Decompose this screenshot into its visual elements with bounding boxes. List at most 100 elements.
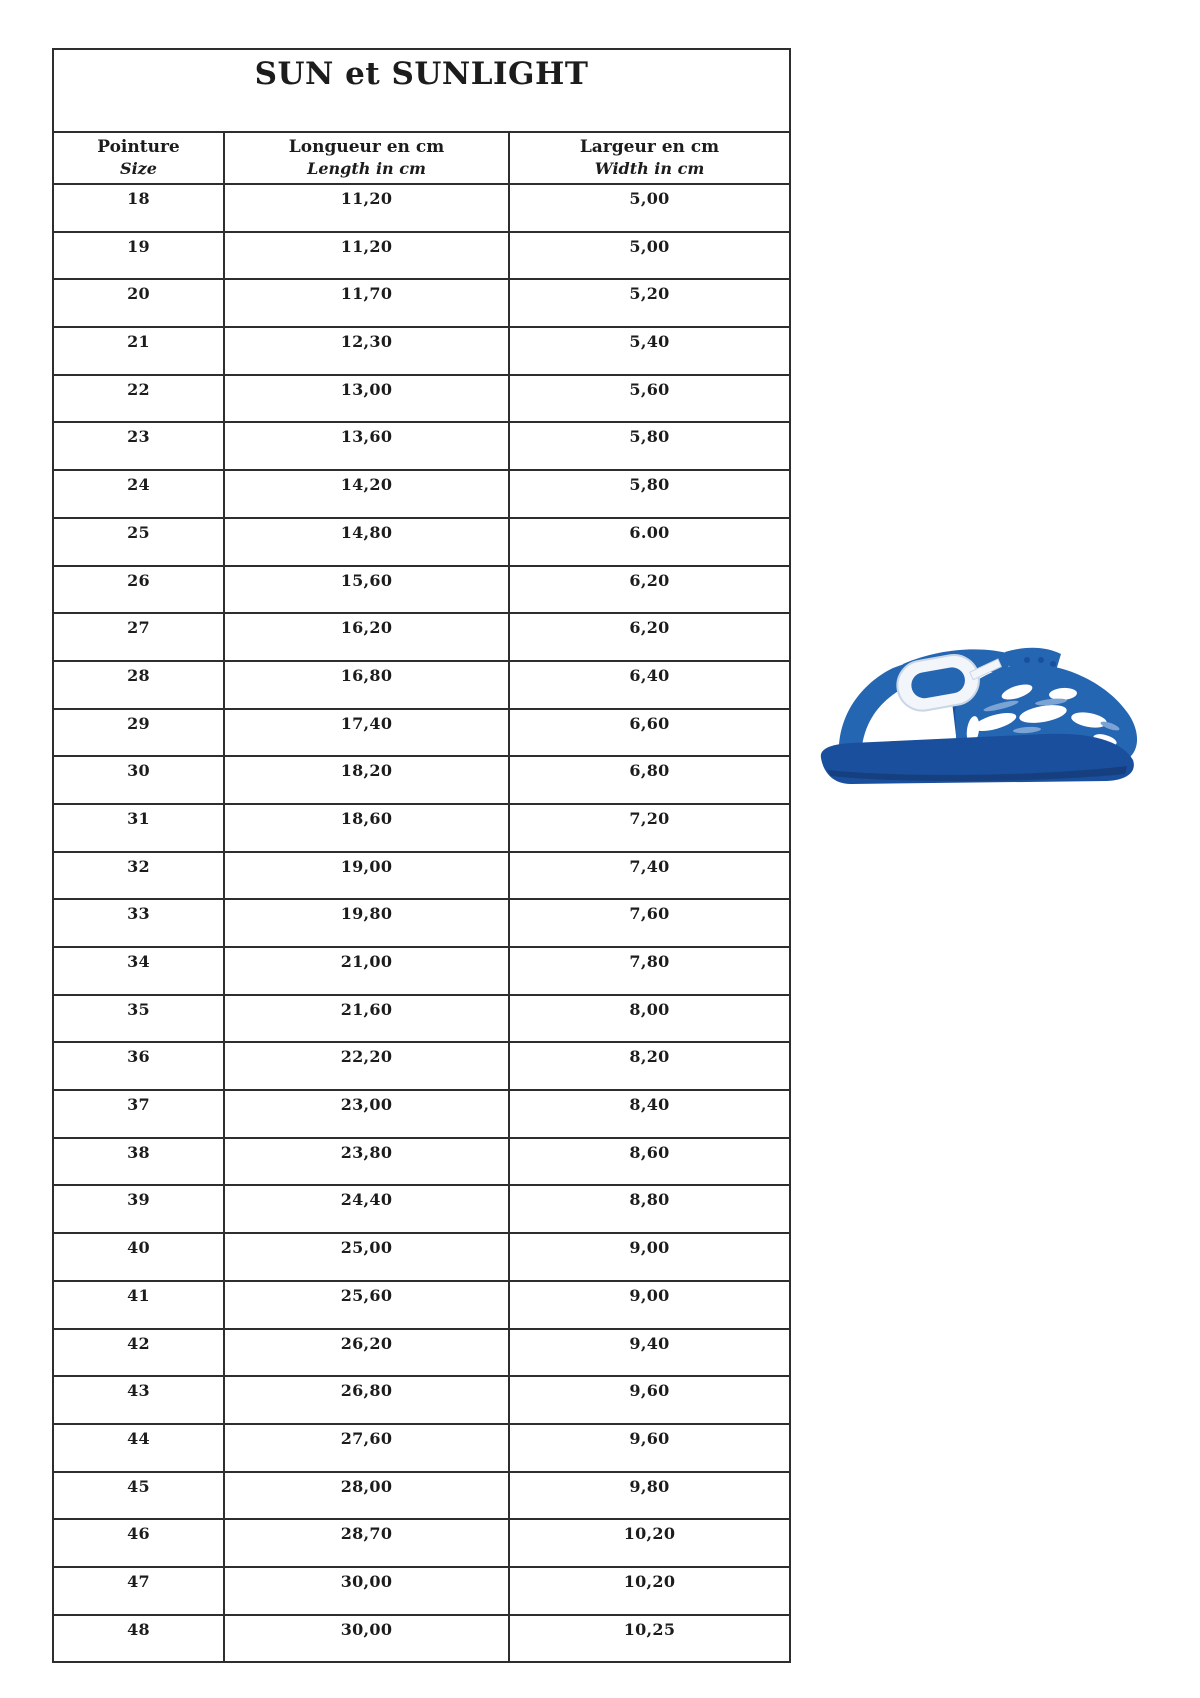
size-cell: 30	[52, 755, 225, 805]
header-width-en: Width in cm	[594, 158, 705, 178]
length-cell: 26,80	[223, 1375, 510, 1425]
table-row: 41 25,60 9,00	[52, 1279, 791, 1330]
length-cell: 19,00	[223, 850, 510, 901]
length-cell: 13,00	[223, 373, 510, 424]
length-cell: 18,20	[223, 755, 510, 805]
length-cell: 13,60	[223, 421, 510, 472]
width-cell: 8,00	[508, 993, 791, 1044]
size-cell: 22	[52, 373, 225, 424]
width-cell: 10,20	[508, 1565, 791, 1616]
length-cell: 27,60	[223, 1422, 510, 1473]
length-cell: 21,00	[223, 946, 510, 996]
table-row: 39 24,40 8,80	[52, 1184, 791, 1235]
width-cell: 10,25	[508, 1613, 791, 1664]
size-cell: 32	[52, 850, 225, 901]
length-cell: 14,20	[223, 469, 510, 519]
length-cell: 17,40	[223, 707, 510, 758]
width-cell: 8,40	[508, 1089, 791, 1139]
length-cell: 11,20	[223, 183, 510, 233]
width-cell: 5,00	[508, 230, 791, 281]
cage-slot	[1071, 712, 1107, 728]
size-cell: 46	[52, 1518, 225, 1568]
width-cell: 10,20	[508, 1518, 791, 1568]
strap-hole	[1038, 657, 1044, 663]
size-cell: 39	[52, 1184, 225, 1235]
size-cell: 42	[52, 1327, 225, 1378]
length-cell: 25,60	[223, 1279, 510, 1330]
length-cell: 16,80	[223, 659, 510, 710]
width-cell: 7,20	[508, 802, 791, 853]
size-cell: 20	[52, 278, 225, 329]
cage-slot	[973, 712, 1017, 732]
size-cell: 25	[52, 516, 225, 567]
size-cell: 29	[52, 707, 225, 758]
width-cell: 5,60	[508, 373, 791, 424]
table-row: 36 22,20 8,20	[52, 1041, 791, 1092]
size-cell: 48	[52, 1613, 225, 1664]
size-cell: 40	[52, 1232, 225, 1282]
width-cell: 7,40	[508, 850, 791, 901]
size-cell: 18	[52, 183, 225, 233]
width-cell: 5,00	[508, 183, 791, 233]
width-cell: 6.00	[508, 516, 791, 567]
title-row: SUN et SUNLIGHT	[52, 48, 791, 133]
length-cell: 21,60	[223, 993, 510, 1044]
width-cell: 8,60	[508, 1136, 791, 1187]
cage-slot	[966, 716, 980, 744]
size-cell: 45	[52, 1470, 225, 1521]
width-cell: 9,60	[508, 1422, 791, 1473]
width-cell: 5,40	[508, 326, 791, 376]
length-cell: 23,80	[223, 1136, 510, 1187]
length-cell: 22,20	[223, 1041, 510, 1092]
length-cell: 26,20	[223, 1327, 510, 1378]
table-title: SUN et SUNLIGHT	[52, 48, 791, 133]
width-cell: 8,80	[508, 1184, 791, 1235]
buckle-ring-inner	[911, 667, 965, 699]
strap-hole	[1024, 657, 1030, 663]
sandal-illustration	[820, 647, 1138, 784]
length-cell: 14,80	[223, 516, 510, 567]
table-row: 31 18,60 7,20	[52, 802, 791, 853]
table-row: 34 21,00 7,80	[52, 946, 791, 996]
table-row: 48 30,00 10,25	[52, 1613, 791, 1664]
size-cell: 24	[52, 469, 225, 519]
cage-highlight	[1035, 698, 1067, 706]
length-cell: 30,00	[223, 1565, 510, 1616]
header-width-fr: Largeur en cm	[579, 137, 720, 158]
length-cell: 12,30	[223, 326, 510, 376]
table-row: 40 25,00 9,00	[52, 1232, 791, 1282]
width-cell: 6,20	[508, 612, 791, 662]
cage-highlight	[1100, 721, 1120, 731]
size-cell: 26	[52, 564, 225, 615]
table-row: 44 27,60 9,60	[52, 1422, 791, 1473]
width-cell: 7,60	[508, 898, 791, 948]
length-cell: 11,70	[223, 278, 510, 329]
table-row: 30 18,20 6,80	[52, 755, 791, 805]
length-cell: 18,60	[223, 802, 510, 853]
table-row: 22 13,00 5,60	[52, 373, 791, 424]
width-cell: 7,80	[508, 946, 791, 996]
width-cell: 6,20	[508, 564, 791, 615]
width-cell: 6,60	[508, 707, 791, 758]
column-header-size: Pointure Size	[52, 131, 225, 185]
length-cell: 11,20	[223, 230, 510, 281]
width-cell: 9,00	[508, 1232, 791, 1282]
size-cell: 31	[52, 802, 225, 853]
width-cell: 9,00	[508, 1279, 791, 1330]
size-cell: 21	[52, 326, 225, 376]
cage-highlight	[1013, 726, 1041, 734]
sandal-photo	[805, 618, 1150, 798]
table-row: 18 11,20 5,00	[52, 183, 791, 233]
size-cell: 43	[52, 1375, 225, 1425]
size-cell: 44	[52, 1422, 225, 1473]
sandal-sole-edge	[827, 766, 1127, 782]
table-row: 46 28,70 10,20	[52, 1518, 791, 1568]
length-cell: 30,00	[223, 1613, 510, 1664]
table-row: 37 23,00 8,40	[52, 1089, 791, 1139]
length-cell: 15,60	[223, 564, 510, 615]
cage-highlight	[983, 700, 1019, 712]
width-cell: 9,60	[508, 1375, 791, 1425]
table-row: 38 23,80 8,60	[52, 1136, 791, 1187]
size-cell: 37	[52, 1089, 225, 1139]
